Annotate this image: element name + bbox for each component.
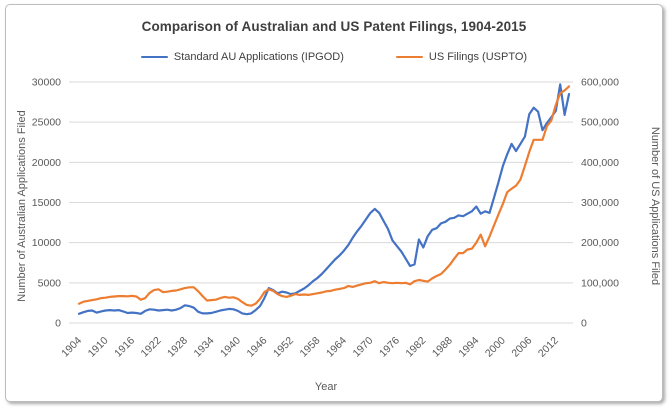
right-tick-label: 100,000: [581, 277, 619, 289]
left-tick-label: 0: [55, 318, 61, 330]
left-axis-title: Number of Australian Applications Filed: [16, 110, 28, 302]
plot-area: 0 5000 10000 15000 20000 25000 30000 0 100,000 2…: [32, 77, 619, 360]
au-series-line: [77, 83, 571, 316]
left-tick-label: 5000: [38, 277, 62, 289]
left-tick-label: 20000: [32, 157, 61, 169]
right-axis-title: Number of US Applications Filed: [649, 126, 661, 286]
left-tick-label: 10000: [32, 237, 61, 249]
chart-frame: Comparison of Australian and US Patent F…: [5, 4, 663, 402]
legend-item-us: US Filings (USPTO): [395, 51, 528, 63]
right-tick-label: 600,000: [581, 77, 619, 89]
x-tick-label: 1910: [86, 335, 111, 360]
x-tick-label: 1916: [112, 335, 137, 360]
x-tick-label: 1994: [456, 335, 481, 360]
x-tick-label: 1946: [245, 335, 270, 360]
left-tick-label: 25000: [32, 117, 61, 129]
legend: Standard AU Applications (IPGOD) US Fili…: [6, 51, 662, 63]
x-tick-label: 1988: [430, 335, 455, 360]
chart-title: Comparison of Australian and US Patent F…: [141, 19, 527, 34]
legend-item-au: Standard AU Applications (IPGOD): [140, 51, 344, 63]
legend-label-au: Standard AU Applications (IPGOD): [173, 51, 344, 63]
x-tick-label: 2012: [536, 335, 561, 360]
right-tick-label: 200,000: [581, 237, 619, 249]
legend-label-us: US Filings (USPTO): [428, 51, 528, 63]
us-line-swatch-icon: [395, 55, 423, 59]
x-tick-label: 2006: [509, 335, 534, 360]
right-tick-label: 0: [581, 318, 587, 330]
x-tick-label: 2000: [483, 335, 508, 360]
left-tick-label: 15000: [32, 197, 61, 209]
x-tick-label: 1940: [218, 335, 243, 360]
x-tick-label: 1904: [59, 335, 84, 360]
right-tick-label: 300,000: [581, 197, 619, 209]
x-tick-label: 1922: [139, 335, 164, 360]
au-line-swatch-icon: [140, 55, 168, 59]
x-tick-label: 1958: [297, 335, 322, 360]
left-axis-tick-labels: 0 5000 10000 15000 20000 25000 30000: [32, 77, 61, 330]
x-tick-label: 1934: [192, 335, 217, 360]
right-axis-tick-labels: 0 100,000 200,000 300,000 400,000 500,000 600,…: [581, 77, 619, 330]
x-tick-label: 1928: [165, 335, 190, 360]
x-tick-label: 1970: [350, 335, 375, 360]
gridlines: [69, 81, 573, 324]
x-tick-label: 1982: [403, 335, 428, 360]
x-tick-label: 1976: [377, 335, 402, 360]
x-tick-label: 1952: [271, 335, 296, 360]
x-axis-title: Year: [314, 381, 338, 393]
right-tick-label: 400,000: [581, 157, 619, 169]
x-tick-label: 1964: [324, 335, 349, 360]
x-axis-tick-labels: 1904 1910 1916 1922 1928 1934 1940 1946 1952 1958…: [59, 335, 561, 360]
right-tick-label: 500,000: [581, 117, 619, 129]
data-series: [77, 83, 571, 316]
left-tick-label: 30000: [32, 77, 61, 89]
us-series-line: [77, 85, 571, 307]
